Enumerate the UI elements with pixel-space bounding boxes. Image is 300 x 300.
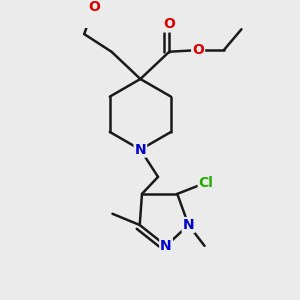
Text: O: O (192, 43, 204, 57)
Text: N: N (135, 142, 146, 157)
Text: O: O (88, 0, 100, 14)
Text: Cl: Cl (199, 176, 214, 190)
Text: N: N (183, 218, 194, 232)
Text: N: N (160, 239, 172, 253)
Text: O: O (163, 17, 175, 32)
